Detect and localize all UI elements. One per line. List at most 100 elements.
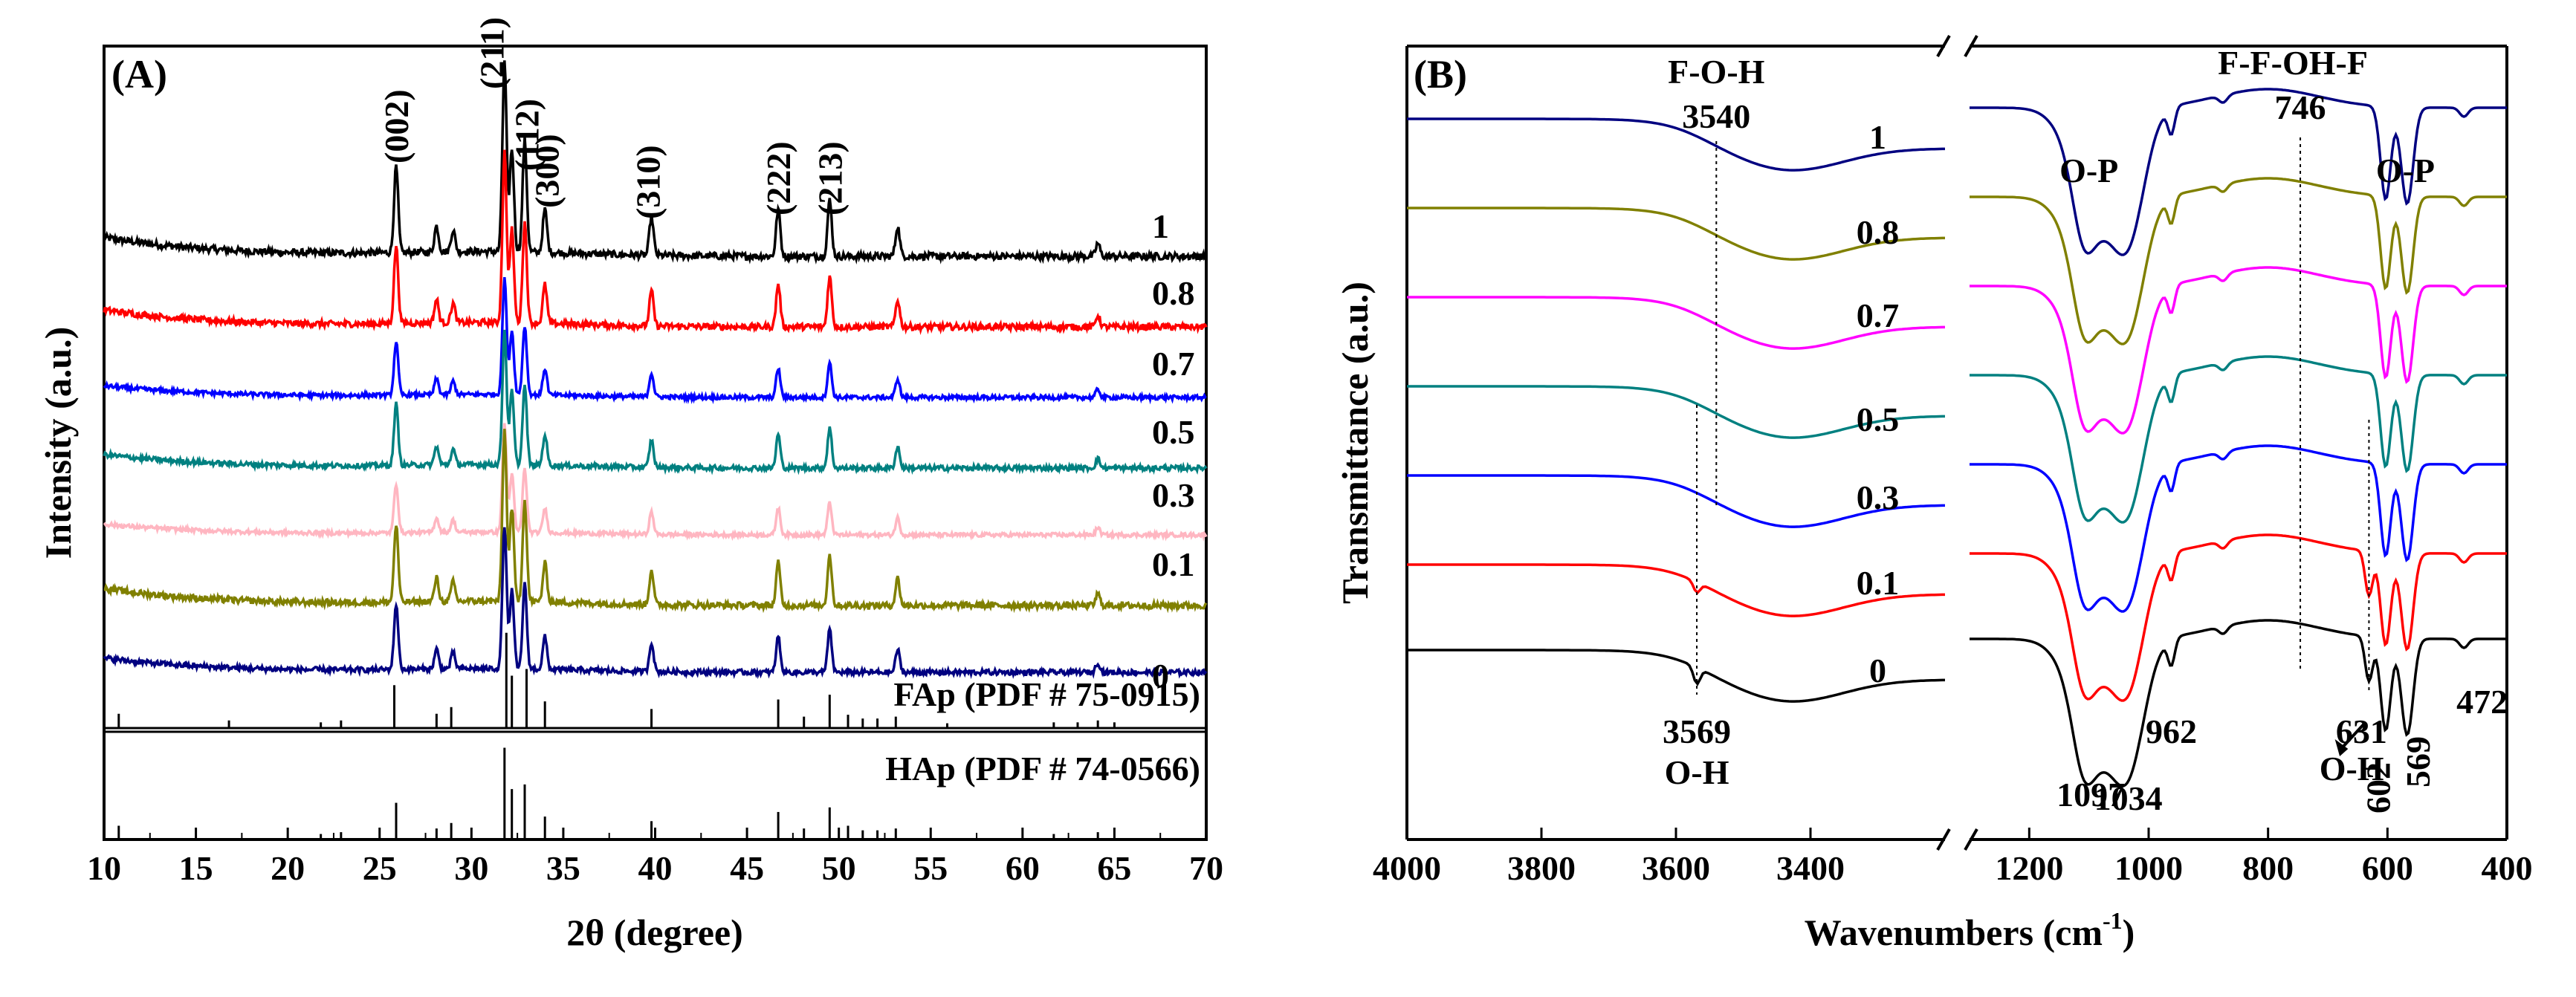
plot-frame-b <box>1405 35 2508 851</box>
band-label: 602 <box>2360 762 2398 813</box>
x-axis-title-a: 2θ (degree) <box>566 912 743 953</box>
ftir-curve-low <box>1970 619 2507 787</box>
x-tick-label-a: 45 <box>730 849 764 887</box>
series-label-b: 0.8 <box>1857 213 1900 251</box>
band-label: 3540 <box>1682 97 1750 135</box>
ftir-curve-high <box>1407 563 1945 617</box>
series-label-a: 1 <box>1152 207 1169 245</box>
ftir-curves <box>1407 88 2507 787</box>
band-label: O-H <box>2320 750 2384 787</box>
xrd-curves <box>103 60 1208 680</box>
x-tick-label-a: 15 <box>179 849 213 887</box>
reference-label: HAp (PDF # 74-0566) <box>885 750 1200 787</box>
x-tick-label-a: 30 <box>454 849 488 887</box>
ftir-curve-high <box>1407 296 1945 350</box>
band-label: 962 <box>2146 712 2197 750</box>
series-label-b: 0.3 <box>1857 478 1900 516</box>
band-label: 472 <box>2456 683 2508 721</box>
xrd-curve <box>103 276 1207 405</box>
series-labels-a: 1 0.8 0.7 0.5 0.3 0.1 0 <box>1152 207 1195 695</box>
x-tick-label-a: 65 <box>1097 849 1131 887</box>
x-axis-a: 10 15 20 25 30 35 40 45 50 55 60 65 70 <box>87 828 1223 887</box>
ftir-curve-high <box>1407 117 1945 172</box>
band-label: F-O-H <box>1668 53 1765 91</box>
x-tick-label-a: 60 <box>1006 849 1040 887</box>
x-tick-label-b: 400 <box>2482 849 2533 887</box>
series-label-a: 0.8 <box>1152 274 1195 312</box>
band-label: 3569 <box>1663 712 1731 750</box>
x-axis-title-b: Wavenumbers (cm-1) <box>1805 907 2135 953</box>
x-tick-label-b: 800 <box>2242 849 2294 887</box>
axis-break-mark <box>1964 35 1978 57</box>
x-tick-label-a: 40 <box>638 849 673 887</box>
x-axis-b: 4000 3800 3600 3400 1200 1000 800 600 400 <box>1373 828 2533 887</box>
band-label: F-F-OH-F <box>2218 44 2368 82</box>
series-label-b: 0.1 <box>1857 564 1900 602</box>
x-tick-label-a: 50 <box>822 849 856 887</box>
series-label-a: 0.3 <box>1152 476 1195 514</box>
peak-guides <box>1696 137 2370 695</box>
xrd-curve <box>103 527 1208 680</box>
x-tick-label-b: 4000 <box>1373 849 1441 887</box>
peak-label: (211) <box>473 17 511 89</box>
x-tick-label-b: 600 <box>2362 849 2413 887</box>
x-tick-label-a: 20 <box>271 849 305 887</box>
series-label-a: 0.5 <box>1152 413 1195 451</box>
band-label: 746 <box>2275 88 2326 126</box>
x-tick-label-b: 3800 <box>1507 849 1576 887</box>
peak-label: (300) <box>528 134 566 208</box>
ftir-curve-high <box>1407 474 1945 528</box>
x-tick-label-a: 25 <box>363 849 397 887</box>
ftir-curve-low <box>1970 355 2507 524</box>
x-tick-label-b: 1000 <box>2114 849 2183 887</box>
x-tick-label-a: 55 <box>913 849 948 887</box>
x-tick-label-a: 35 <box>546 849 580 887</box>
ftir-curve-high <box>1407 207 1945 261</box>
band-label: 1034 <box>2094 779 2163 817</box>
ftir-curve-low <box>1970 533 2507 702</box>
series-label-b: 0.5 <box>1857 400 1900 438</box>
oh-arrow-head <box>2334 739 2349 756</box>
x-tick-label-b: 3400 <box>1776 849 1845 887</box>
reference-patterns: FAp (PDF # 75-0915) HAp (PDF # 74-0566) <box>117 632 1200 840</box>
series-label-b: 1 <box>1869 118 1886 156</box>
xrd-curve <box>103 429 1208 614</box>
series-labels-b: 1 0.8 0.7 0.5 0.3 0.1 0 <box>1857 118 1900 689</box>
x-tick-label-a: 70 <box>1189 849 1223 887</box>
band-label: O-P <box>2059 152 2118 189</box>
series-label-b: 0 <box>1869 652 1886 689</box>
band-label: 1097 <box>2056 776 2125 813</box>
series-label-b: 0.7 <box>1857 296 1900 334</box>
peak-label: (310) <box>630 145 667 219</box>
series-label-a: 0.1 <box>1152 545 1195 583</box>
axis-break-mark <box>1936 828 1951 851</box>
axis-break-mark <box>1964 828 1978 851</box>
panel-tag-b: (B) <box>1414 52 1467 97</box>
xrd-curve <box>103 60 1208 265</box>
ftir-panel: 4000 3800 3600 3400 1200 1000 800 600 400 F-O-H 3… <box>1334 35 2533 953</box>
ftir-curve-high <box>1407 649 1945 703</box>
panel-tag-a: (A) <box>111 52 167 97</box>
xrd-curve <box>103 423 1208 542</box>
peak-label: (222) <box>760 141 797 215</box>
x-tick-label-b: 1200 <box>1995 849 2063 887</box>
y-axis-title-a: Intensity (a.u.) <box>37 327 79 559</box>
peak-labels: (002) (211) (112)(300) (310) (222) (213) <box>378 17 849 219</box>
peak-label: (002) <box>378 89 415 163</box>
ftir-curve-low <box>1970 177 2507 345</box>
peak-label: (112) <box>508 99 546 171</box>
band-label: 569 <box>2399 736 2437 787</box>
x-tick-label-b: 3600 <box>1642 849 1710 887</box>
xrd-curve <box>103 149 1208 335</box>
series-label-a: 0.7 <box>1152 345 1195 383</box>
ftir-curve-low <box>1970 266 2507 435</box>
ftir-curve-low <box>1970 444 2507 613</box>
ftir-curve-low <box>1970 88 2507 256</box>
y-axis-title-b: Transmittance (a.u.) <box>1334 282 1376 604</box>
series-label-a: 0 <box>1152 657 1169 695</box>
x-tick-label-a: 10 <box>87 849 121 887</box>
peak-label: (213) <box>811 141 849 215</box>
ftir-curve-high <box>1407 385 1945 439</box>
